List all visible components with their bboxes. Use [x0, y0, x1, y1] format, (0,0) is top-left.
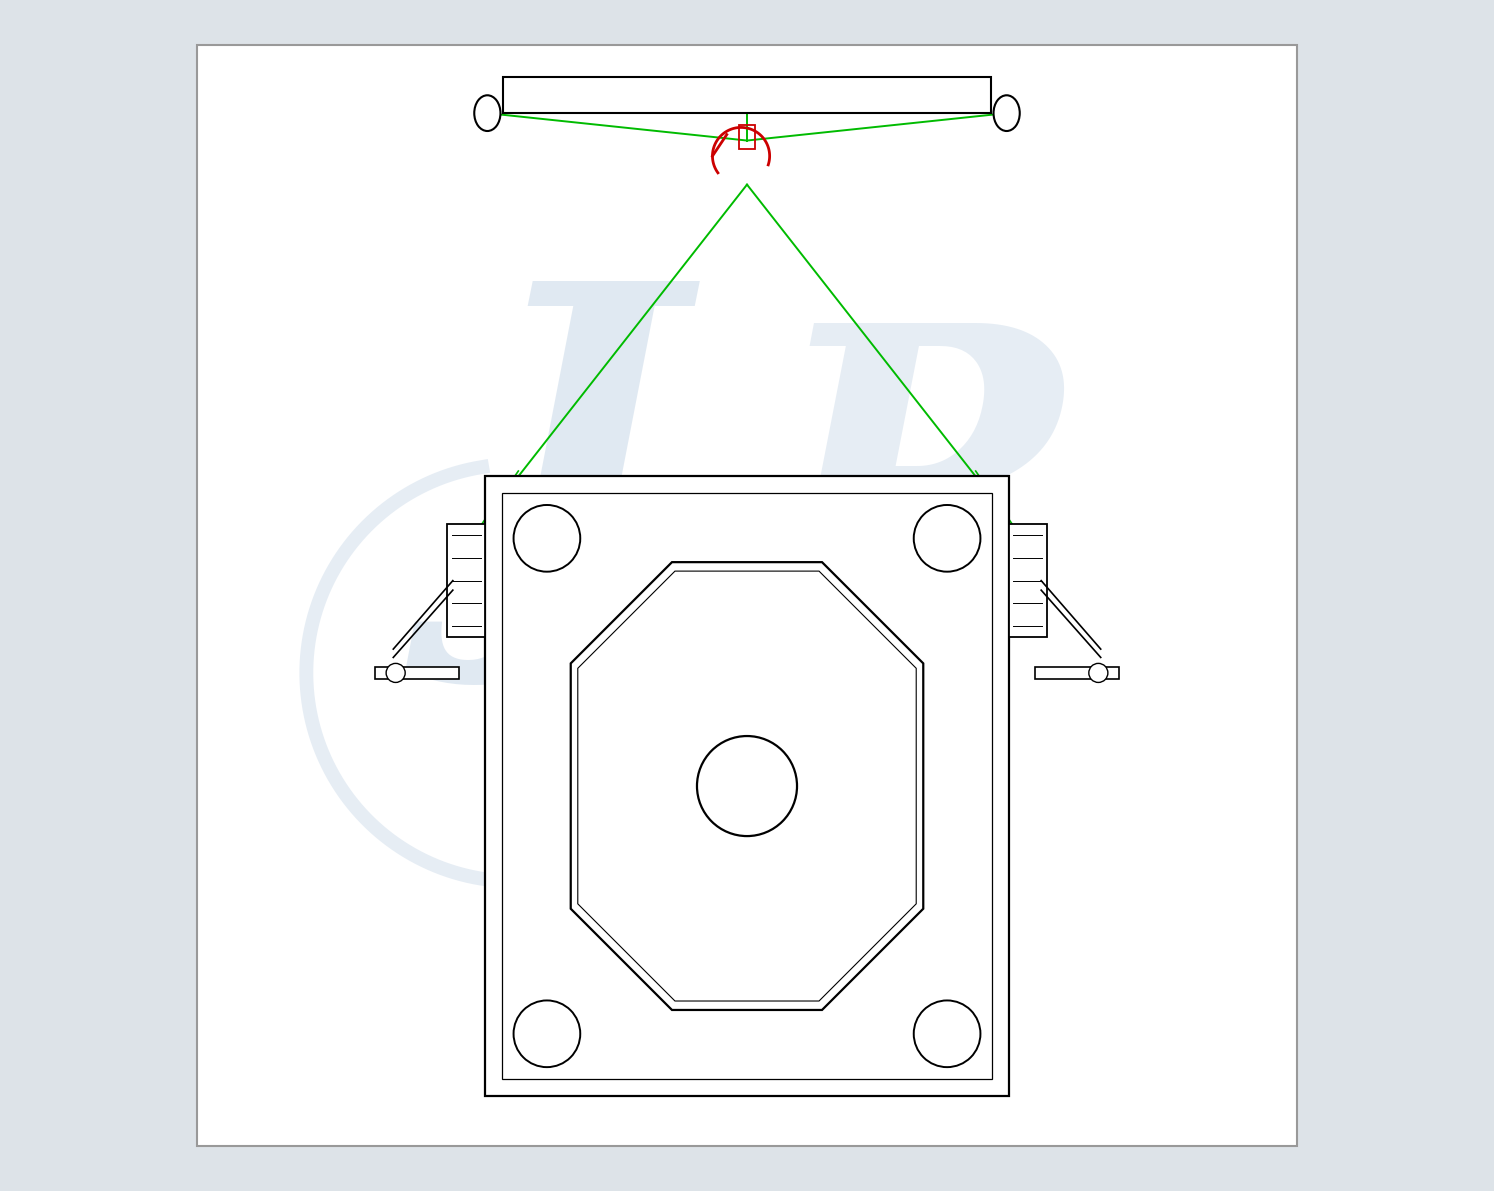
- Polygon shape: [578, 572, 916, 1000]
- Circle shape: [698, 736, 796, 836]
- Bar: [1008, 524, 1047, 637]
- Circle shape: [914, 1000, 980, 1067]
- Circle shape: [514, 1000, 580, 1067]
- Circle shape: [914, 505, 980, 572]
- Bar: [1035, 667, 1119, 679]
- Text: Junki Filter: Junki Filter: [532, 1022, 962, 1086]
- Circle shape: [385, 663, 405, 682]
- Polygon shape: [571, 562, 923, 1010]
- Bar: [486, 476, 1008, 1096]
- Text: P: P: [768, 312, 1059, 688]
- Bar: [447, 524, 486, 637]
- Text: J: J: [472, 268, 677, 685]
- Bar: [502, 493, 992, 1079]
- Circle shape: [514, 505, 580, 572]
- Circle shape: [1089, 663, 1109, 682]
- Ellipse shape: [474, 95, 500, 131]
- Ellipse shape: [994, 95, 1020, 131]
- Bar: [738, 125, 756, 149]
- Bar: [375, 667, 459, 679]
- Bar: [503, 77, 991, 113]
